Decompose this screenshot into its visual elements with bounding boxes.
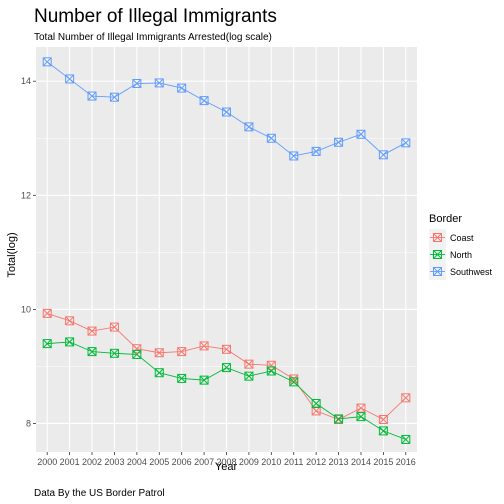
x-tick-label: 2002 — [82, 457, 102, 467]
legend-title: Border — [429, 213, 462, 225]
x-tick-label: 2013 — [329, 457, 349, 467]
y-axis: 8 10 12 14 — [21, 76, 36, 428]
y-tick-label: 10 — [21, 304, 31, 314]
y-tick-label: 12 — [21, 190, 31, 200]
legend-label-coast: Coast — [450, 233, 474, 243]
x-tick-label: 2015 — [373, 457, 393, 467]
legend: Border Coast North Southwest — [429, 213, 493, 280]
x-axis-title: Year — [215, 461, 238, 473]
x-tick-label: 2009 — [239, 457, 259, 467]
y-tick-label: 14 — [21, 76, 31, 86]
chart-title: Number of Illegal Immigrants — [34, 6, 277, 27]
x-tick-label: 2014 — [351, 457, 371, 467]
x-tick-label: 2016 — [396, 457, 416, 467]
x-tick-label: 2003 — [104, 457, 124, 467]
x-tick-label: 2001 — [60, 457, 80, 467]
x-tick-label: 2011 — [284, 457, 303, 467]
x-tick-label: 2000 — [37, 457, 57, 467]
caption: Data By the US Border Patrol — [34, 488, 165, 499]
x-tick-label: 2010 — [261, 457, 281, 467]
legend-label-southwest: Southwest — [450, 267, 493, 277]
x-tick-label: 2006 — [172, 457, 192, 467]
y-axis-title: Total(log) — [6, 232, 18, 277]
x-tick-label: 2004 — [127, 457, 147, 467]
x-tick-label: 2012 — [306, 457, 326, 467]
legend-label-north: North — [450, 250, 472, 260]
y-tick-label: 8 — [26, 418, 31, 428]
chart-subtitle: Total Number of Illegal Immigrants Arres… — [34, 32, 272, 43]
x-tick-label: 2005 — [149, 457, 169, 467]
x-tick-label: 2007 — [194, 457, 214, 467]
